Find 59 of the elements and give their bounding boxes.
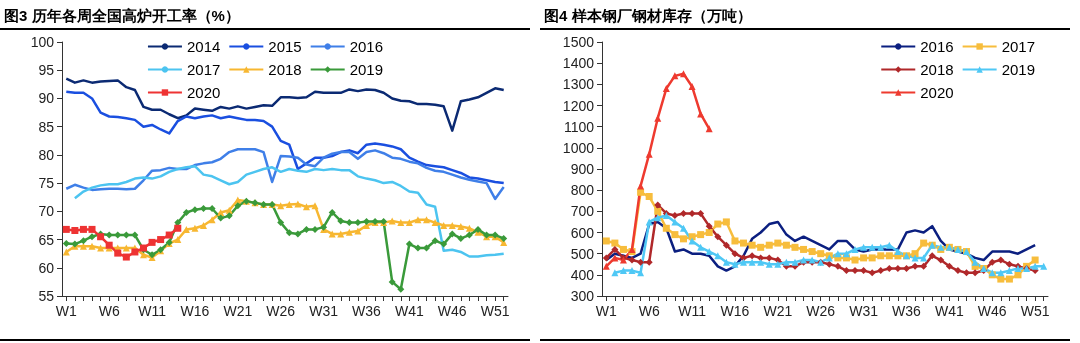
x-tick-label: W51: [480, 303, 510, 319]
x-tick-label: W31: [849, 303, 879, 319]
x-tick-label: W51: [1020, 303, 1050, 319]
x-tick-label: W1: [595, 303, 617, 319]
y-tick-label: 800: [570, 182, 595, 199]
y-tick-label: 90: [38, 90, 55, 107]
x-tick-label: W11: [678, 303, 707, 319]
x-tick-label: W11: [138, 303, 167, 319]
legend-label: 2014: [186, 38, 221, 55]
y-tick-label: 400: [570, 266, 595, 283]
x-tick-label: W6: [98, 303, 120, 319]
legend-label: 2016: [920, 38, 954, 55]
x-tick-label: W46: [437, 303, 467, 319]
x-tick-label: W21: [223, 303, 253, 319]
y-tick-label: 1400: [562, 55, 595, 72]
x-tick-label: W36: [892, 303, 922, 319]
y-tick-label: 75: [38, 175, 55, 192]
x-tick-label: W16: [180, 303, 210, 319]
y-tick-label: 700: [570, 203, 595, 220]
y-tick-label: 55: [38, 288, 55, 304]
x-tick-label: W41: [394, 303, 424, 319]
x-tick-label: W26: [806, 303, 836, 319]
legend-label: 2018: [920, 61, 954, 78]
y-tick-label: 300: [570, 288, 595, 304]
x-tick-label: W16: [720, 303, 750, 319]
y-tick-label: 60: [38, 259, 55, 276]
y-tick-label: 1000: [562, 139, 595, 156]
x-tick-label: W6: [638, 303, 660, 319]
x-tick-label: W21: [763, 303, 793, 319]
y-tick-label: 1300: [562, 76, 595, 93]
legend-label: 2016: [349, 38, 384, 55]
chart-title: 图4 样本钢厂钢材库存（万吨）: [540, 4, 1070, 30]
legend-label: 2015: [268, 38, 302, 55]
y-tick-label: 1100: [563, 118, 595, 135]
x-tick-label: W46: [977, 303, 1007, 319]
y-tick-label: 500: [570, 245, 595, 262]
y-tick-label: 1500: [562, 34, 595, 50]
y-tick-label: 95: [38, 62, 55, 79]
legend-label: 2017: [186, 61, 221, 78]
x-tick-label: W41: [934, 303, 964, 319]
x-tick-label: W26: [266, 303, 296, 319]
legend-label: 2018: [268, 61, 302, 78]
y-tick-label: 65: [38, 231, 55, 248]
y-tick-label: 100: [30, 34, 55, 50]
y-tick-label: 85: [38, 118, 55, 135]
x-tick-label: W1: [55, 303, 77, 319]
legend-label: 2017: [1001, 38, 1036, 55]
x-tick-label: W36: [352, 303, 382, 319]
legend-label: 2020: [186, 84, 221, 101]
legend-label: 2020: [920, 84, 954, 101]
y-tick-label: 80: [38, 146, 55, 163]
legend-label: 2019: [349, 61, 384, 78]
y-tick-label: 1200: [562, 97, 595, 114]
x-tick-label: W31: [309, 303, 339, 319]
y-tick-label: 900: [570, 161, 595, 177]
y-tick-label: 70: [38, 203, 55, 220]
legend-label: 2019: [1001, 61, 1036, 78]
chart-title: 图3 历年各周全国高炉开工率（%）: [0, 4, 530, 30]
y-tick-label: 600: [570, 224, 595, 241]
